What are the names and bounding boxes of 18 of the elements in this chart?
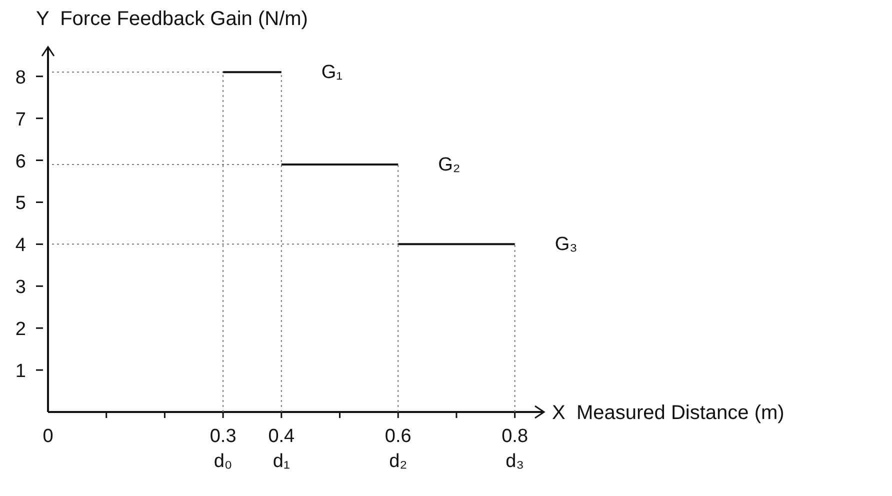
x-axis-title: X Measured Distance (m) — [552, 402, 784, 424]
text: G₂ — [438, 154, 460, 176]
x-tick-label: 0 — [42, 426, 54, 447]
x-tick-label: 0.8 d₃ — [502, 426, 528, 472]
text: G₁ — [321, 62, 343, 84]
y-tick-label: 2 — [15, 319, 26, 340]
y-tick-label: 7 — [15, 109, 26, 130]
y-tick-label: 8 — [15, 67, 26, 88]
y-tick-label: 5 — [15, 193, 26, 214]
y-axis-title: Y Force Feedback Gain (N/m) — [36, 8, 308, 30]
y-tick-label: 1 — [15, 361, 26, 382]
text: G₃ — [554, 234, 578, 256]
y-tick-label: 6 — [15, 151, 26, 172]
x-tick-label: 0.3 d₀ — [210, 426, 236, 472]
y-tick-label: 4 — [15, 235, 26, 256]
x-tick-label: 0.4 d₁ — [268, 426, 296, 472]
x-tick-label: 0.6 d₂ — [384, 426, 412, 472]
y-tick-label: 3 — [15, 277, 26, 298]
